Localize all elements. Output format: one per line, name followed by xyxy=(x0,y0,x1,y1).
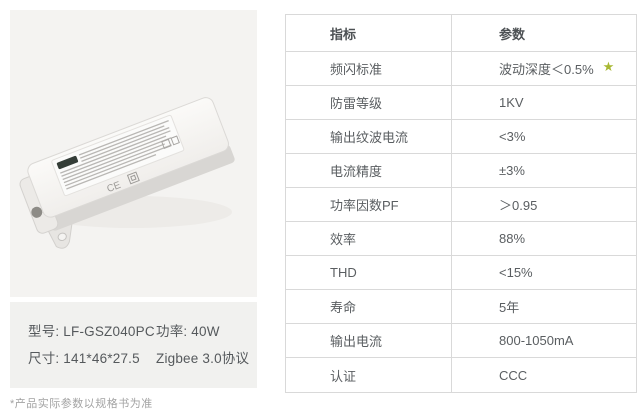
table-row: 效率 88% xyxy=(286,222,636,256)
table-row: THD <15% xyxy=(286,256,636,290)
product-photo: CE xyxy=(19,97,235,249)
mounting-hole xyxy=(57,232,67,241)
spec-table: 指标 参数 频闪标准 波动深度＜0.5% ★ 防雷等级 1KV 输出纹波电流 <… xyxy=(285,14,637,393)
model-label: 型号: LF-GSZ040PC xyxy=(28,324,155,339)
table-row: 认证 CCC xyxy=(286,358,636,392)
spec-indicator: 输出纹波电流 xyxy=(286,120,452,153)
table-row: 输出电流 800-1050mA xyxy=(286,324,636,358)
protocol-label: Zigbee 3.0协议 xyxy=(156,351,250,366)
spec-parameter: ＞0.95 xyxy=(499,198,538,213)
info-row-size-protocol: 尺寸: 141*46*27.5 Zigbee 3.0协议 xyxy=(28,345,257,372)
power-label: 功率: 40W xyxy=(156,324,220,339)
footnote: *产品实际参数以规格书为准 xyxy=(10,398,153,410)
spec-parameter: CCC xyxy=(499,367,528,383)
spec-indicator: 频闪标准 xyxy=(286,52,452,85)
table-row: 频闪标准 波动深度＜0.5% ★ xyxy=(286,52,636,86)
label-cert-icons xyxy=(161,135,180,149)
table-row: 输出纹波电流 <3% xyxy=(286,120,636,154)
spec-parameter: ±3% xyxy=(499,163,525,178)
spec-indicator: THD xyxy=(286,256,452,289)
info-row-model-power: 型号: LF-GSZ040PC 功率: 40W xyxy=(28,318,257,345)
brand-logo xyxy=(56,155,79,170)
table-row: 功率因数PF ＞0.95 xyxy=(286,188,636,222)
spec-parameter: 88% xyxy=(499,231,526,246)
spec-parameter: 1KV xyxy=(499,95,524,110)
label-text-lines xyxy=(60,119,172,190)
spec-indicator: 电流精度 xyxy=(286,154,452,187)
star-icon: ★ xyxy=(602,59,615,74)
table-row: 电流精度 ±3% xyxy=(286,154,636,188)
device-label xyxy=(51,114,185,197)
table-header-row: 指标 参数 xyxy=(286,15,636,52)
spec-indicator: 寿命 xyxy=(286,290,452,323)
wire-hole xyxy=(31,206,43,218)
spec-parameter: 波动深度＜0.5% xyxy=(499,62,594,77)
table-row: 防雷等级 1KV xyxy=(286,86,636,120)
size-label: 尺寸: 141*46*27.5 xyxy=(28,351,140,366)
product-image-panel: CE xyxy=(10,10,257,297)
table-header-parameter: 参数 xyxy=(499,26,526,42)
spec-parameter: <3% xyxy=(499,129,526,144)
spec-parameter: <15% xyxy=(499,265,533,280)
device-side-face xyxy=(47,145,235,231)
product-info-panel: 型号: LF-GSZ040PC 功率: 40W 尺寸: 141*46*27.5 … xyxy=(10,302,257,388)
table-header-indicator: 指标 xyxy=(286,15,452,51)
spec-indicator: 功率因数PF xyxy=(286,188,452,221)
spec-indicator: 认证 xyxy=(286,358,452,392)
spec-indicator: 效率 xyxy=(286,222,452,255)
spec-parameter: 800-1050mA xyxy=(499,333,574,348)
ce-mark: CE xyxy=(105,180,122,195)
table-row: 寿命 5年 xyxy=(286,290,636,324)
spec-parameter: 5年 xyxy=(499,300,520,315)
double-insulation-icon xyxy=(126,171,140,185)
spec-indicator: 输出电流 xyxy=(286,324,452,357)
spec-indicator: 防雷等级 xyxy=(286,86,452,119)
